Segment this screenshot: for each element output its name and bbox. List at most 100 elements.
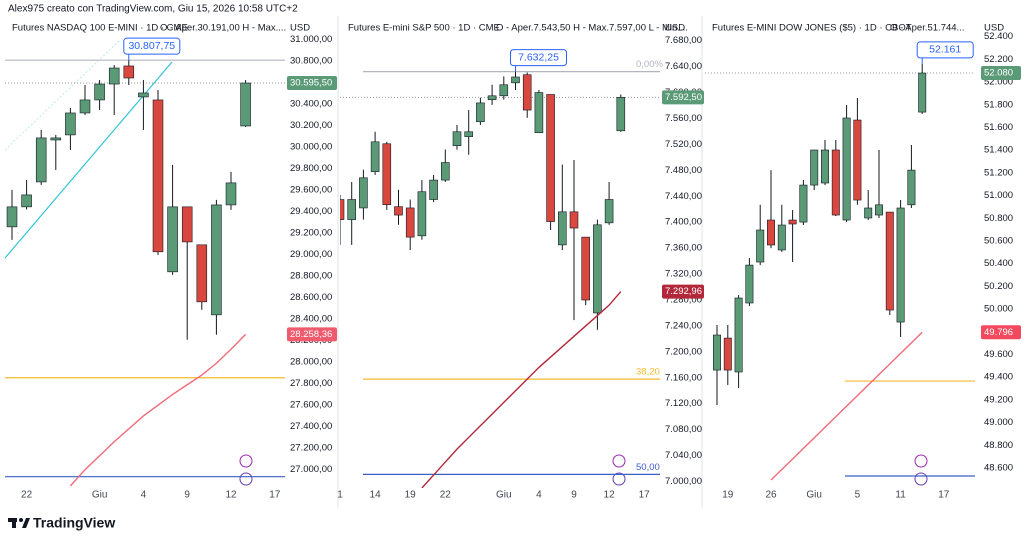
candle-body (123, 65, 135, 79)
y-tick-label: 51.600 (984, 122, 1013, 133)
y-tick-label: 51.400 (984, 145, 1013, 156)
candle-body (885, 211, 894, 311)
chart-title: Futures E-mini S&P 500 · 1D · CME (348, 23, 500, 34)
candle-body (511, 76, 520, 84)
y-tick-label: 48.600 (984, 463, 1013, 474)
candle-body (810, 149, 819, 186)
x-tick-label: 14 (370, 490, 382, 501)
plot (705, 63, 975, 481)
y-tick-label: 50.600 (984, 236, 1013, 247)
x-tick-label: Giu (496, 490, 512, 501)
y-tick-label: 7.120,00 (665, 398, 702, 409)
candle-body (452, 131, 462, 147)
ma-tag (981, 325, 1021, 340)
logo-shape (22, 518, 30, 528)
candle-body (821, 149, 829, 184)
y-tick-label: 7.080,00 (665, 424, 702, 435)
y-tick-label: 7.000,00 (665, 476, 702, 487)
y-tick-label: 50.200 (984, 281, 1013, 292)
y-tick-label: 50.000 (984, 304, 1013, 315)
ohlc-info: O - Aper.30.191,00 H - Max.... (160, 23, 286, 34)
price-tag (981, 66, 1021, 81)
plot (5, 59, 285, 487)
candle-body (864, 207, 873, 219)
event-icon (612, 454, 626, 468)
y-tick-label: 7.040,00 (665, 450, 702, 461)
candle-body (767, 219, 775, 246)
high-callout-text: 7.632,25 (518, 51, 559, 63)
currency: USD (665, 23, 685, 34)
candle-body (21, 194, 32, 208)
x-tick-label: 4 (141, 490, 147, 501)
candle-body (799, 184, 808, 223)
y-tick-label: 29.600,00 (290, 185, 332, 196)
y-tick-label: 27.000,00 (290, 464, 332, 475)
x-tick-label: 1 (337, 490, 343, 501)
x-tick-label: 17 (639, 490, 651, 501)
y-tick-label: 28.800,00 (290, 271, 332, 282)
x-tick-label: 5 (855, 490, 861, 501)
high-callout (916, 41, 974, 59)
currency: USD (290, 23, 310, 34)
y-tick-label: 7.400,00 (665, 217, 702, 228)
level-label: 0,00% (636, 59, 663, 70)
price-tag-text: 30.595,50 (290, 78, 332, 89)
y-tick-label: 7.280,00 (665, 295, 702, 306)
y-tick-label: 7.480,00 (665, 165, 702, 176)
x-tick-label: 22 (21, 490, 33, 501)
level-label: 50,00 (636, 462, 660, 473)
candle-body (382, 143, 392, 206)
ma-tag (662, 284, 704, 299)
y-tick-label: 30.800,00 (290, 56, 332, 67)
y-tick-label: 49.200 (984, 394, 1013, 405)
candle-body (429, 179, 438, 200)
y-tick-label: 30.400,00 (290, 99, 332, 110)
candle-body (240, 82, 251, 127)
x-tick-label: Giu (92, 490, 108, 501)
candle-body (138, 92, 149, 98)
candle-body (476, 102, 485, 123)
candle-body (370, 141, 380, 172)
high-callout-text: 30.807,75 (128, 40, 175, 52)
chart-title: Futures NASDAQ 100 E-MINI · 1D · CME (12, 23, 188, 34)
candle-body (853, 119, 862, 201)
candle-body (394, 206, 403, 216)
y-tick-label: 29.800,00 (290, 163, 332, 174)
candle-body (211, 204, 222, 316)
candle-body (499, 84, 509, 97)
event-icon (612, 472, 626, 486)
high-callout-text: 52.161 (929, 44, 961, 56)
logo-shape (12, 518, 16, 528)
y-tick-label: 29.200,00 (290, 228, 332, 239)
candle-body (405, 207, 415, 238)
price-tag-text: 7.592,50 (665, 92, 702, 103)
y-tick-label: 28.400,00 (290, 314, 332, 325)
x-tick-label: 11 (895, 490, 906, 501)
y-tick-label: 27.400,00 (290, 421, 332, 432)
y-tick-label: 49.400 (984, 372, 1013, 383)
header: Alex975 creato con TradingView.com, Giu … (8, 4, 298, 15)
candle-body (65, 112, 76, 136)
event-icon (239, 454, 253, 468)
candle-body (907, 169, 916, 206)
x-tick-label: Giu (806, 490, 822, 501)
candle-body (464, 131, 473, 137)
candle-body (6, 206, 18, 228)
y-tick-label: 7.520,00 (665, 139, 702, 150)
candle-body (359, 177, 368, 209)
candle-body (487, 95, 497, 100)
y-tick-label: 51.000 (984, 190, 1013, 201)
candle-body (534, 92, 544, 134)
y-tick-label: 29.400,00 (290, 206, 332, 217)
y-tick-label: 52.200 (984, 54, 1013, 65)
moving-average (770, 331, 923, 481)
event-icon (914, 472, 928, 486)
y-tick-label: 7.320,00 (665, 269, 702, 280)
event-icon (914, 454, 928, 468)
currency: USD (984, 23, 1004, 34)
candle-body (734, 297, 743, 373)
candle-body (546, 94, 555, 222)
candle-body (918, 72, 927, 113)
y-tick-label: 28.600,00 (290, 292, 332, 303)
plot (340, 71, 660, 488)
